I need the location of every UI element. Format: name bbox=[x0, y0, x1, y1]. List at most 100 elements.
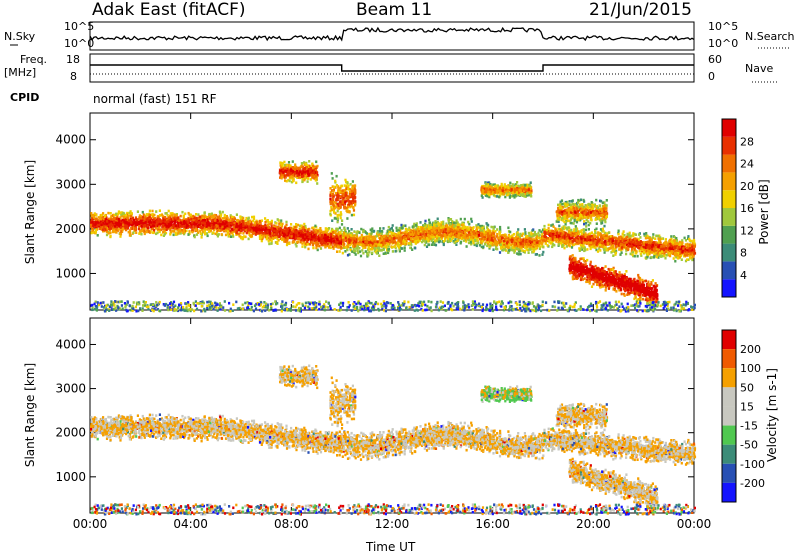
power-cell bbox=[654, 237, 657, 240]
power-cell bbox=[441, 227, 444, 230]
power-cell bbox=[484, 241, 487, 244]
power-cell bbox=[193, 235, 196, 239]
power-cell bbox=[264, 223, 267, 227]
power-cell bbox=[300, 238, 303, 241]
power-cell bbox=[517, 233, 520, 236]
power-cell bbox=[296, 223, 299, 227]
power-cell bbox=[380, 230, 383, 233]
power-cell bbox=[370, 235, 373, 238]
power-cell bbox=[119, 232, 123, 236]
power-cell bbox=[203, 222, 206, 225]
power-cell bbox=[358, 237, 361, 241]
freq-trace bbox=[90, 64, 694, 72]
power-cell bbox=[461, 227, 464, 230]
power-cell bbox=[344, 245, 347, 249]
power-cell bbox=[538, 254, 541, 257]
power-cell bbox=[385, 246, 388, 249]
power-cell bbox=[113, 229, 116, 232]
power-cell bbox=[129, 213, 132, 217]
power-cell bbox=[472, 234, 475, 238]
power-cell bbox=[330, 236, 333, 239]
power-cell bbox=[430, 243, 434, 246]
power-cell bbox=[507, 226, 510, 230]
power-cell bbox=[182, 214, 185, 218]
power-cell bbox=[379, 227, 382, 230]
power-cell bbox=[422, 232, 425, 236]
power-cell bbox=[449, 218, 453, 221]
power-cell bbox=[341, 251, 344, 255]
power-cell bbox=[268, 242, 271, 246]
power-cell bbox=[141, 215, 144, 219]
power-cell bbox=[156, 220, 159, 224]
power-cell bbox=[251, 215, 254, 219]
power-cell bbox=[249, 220, 252, 224]
power-cell bbox=[198, 215, 201, 219]
power-cell bbox=[309, 233, 312, 237]
power-cell bbox=[245, 216, 248, 220]
power-cell bbox=[521, 240, 525, 243]
power-cell bbox=[116, 221, 119, 224]
power-cell bbox=[208, 230, 211, 234]
power-cell bbox=[116, 219, 119, 222]
power-cell bbox=[290, 223, 293, 226]
power-cell bbox=[155, 227, 158, 230]
power-cell bbox=[162, 231, 165, 234]
power-cell bbox=[158, 225, 161, 229]
power-cell bbox=[534, 233, 537, 236]
power-cell bbox=[428, 235, 431, 239]
power-cell bbox=[502, 233, 505, 237]
power-cell bbox=[146, 228, 149, 232]
power-cell bbox=[155, 210, 158, 213]
power-cell bbox=[432, 237, 435, 240]
power-cell bbox=[512, 240, 515, 243]
power-cell bbox=[424, 240, 427, 243]
power-cell bbox=[163, 232, 166, 236]
power-cell bbox=[431, 229, 434, 233]
power-cell bbox=[149, 213, 152, 217]
power-cell bbox=[160, 228, 163, 232]
power-cell bbox=[177, 223, 180, 227]
power-cell bbox=[177, 216, 180, 219]
power-cell bbox=[232, 226, 235, 229]
power-cell bbox=[227, 230, 230, 233]
power-cell bbox=[120, 230, 123, 233]
power-cell bbox=[213, 225, 216, 229]
power-cell bbox=[423, 224, 426, 227]
power-cell bbox=[442, 240, 445, 243]
power-cell bbox=[113, 226, 116, 230]
power-cell bbox=[456, 227, 459, 231]
power-cell bbox=[429, 226, 432, 229]
velocity-ytick-label: 3000 bbox=[55, 382, 86, 396]
power-cell bbox=[339, 245, 343, 249]
power-cell bbox=[165, 228, 168, 231]
power-cell bbox=[465, 234, 468, 237]
power-cell bbox=[112, 229, 115, 232]
power-cell bbox=[102, 226, 106, 229]
power-cell bbox=[101, 225, 104, 229]
power-cell bbox=[462, 239, 465, 242]
power-cell bbox=[470, 235, 473, 239]
power-cell bbox=[454, 221, 457, 225]
power-cell bbox=[203, 226, 206, 230]
power-cell bbox=[486, 226, 489, 229]
power-cell bbox=[220, 223, 223, 227]
power-cell bbox=[114, 230, 117, 234]
power-cell bbox=[346, 227, 349, 230]
power-cell bbox=[307, 231, 310, 234]
power-cell bbox=[216, 230, 219, 234]
power-cell bbox=[319, 229, 322, 233]
power-cell bbox=[402, 242, 405, 246]
power-cell bbox=[90, 212, 93, 215]
power-cell bbox=[144, 221, 147, 225]
power-cell bbox=[308, 235, 311, 238]
power-cell bbox=[348, 229, 351, 233]
freq-unit: [MHz] bbox=[4, 66, 37, 79]
power-cell bbox=[449, 227, 452, 231]
power-cell bbox=[527, 231, 530, 235]
power-cell bbox=[338, 226, 341, 230]
power-cell bbox=[109, 212, 112, 215]
power-cell bbox=[183, 231, 187, 234]
power-cell bbox=[152, 230, 156, 234]
power-cell bbox=[185, 219, 188, 223]
power-cell bbox=[192, 227, 195, 231]
